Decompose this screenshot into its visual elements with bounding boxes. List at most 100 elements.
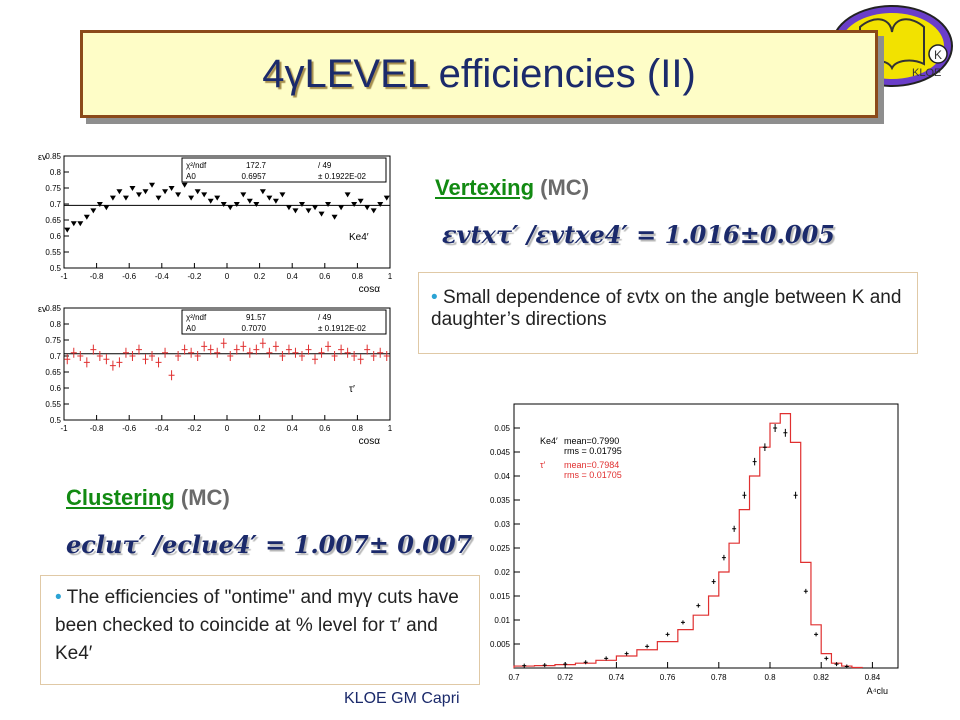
ke4-plot-stats-box [181, 157, 387, 183]
tau-plot-ytick-label: 0.6 [50, 384, 62, 393]
ke4-plot-data-point [64, 227, 71, 233]
hist-data-point [814, 632, 819, 637]
hist-ytick-label: 0.01 [494, 616, 510, 625]
ke4-plot-data-point [383, 195, 390, 201]
tau-plot-xtick-label: -1 [60, 424, 68, 433]
tau-plot-stats-error: ± 0.1912E-02 [318, 324, 367, 333]
tau-plot-data-point [135, 344, 142, 355]
hist-frame [513, 403, 899, 669]
ke4-plot-ylabel: εv [38, 152, 47, 162]
ke4-plot-data-point [272, 198, 279, 204]
hist-legend-name: τ′ [540, 460, 546, 470]
ke4-plot-ytick-label: 0.75 [45, 184, 61, 193]
tau-plot-stats-value: 0.7070 [242, 324, 267, 333]
tau-plot-stats-error: / 49 [318, 313, 332, 322]
hist-xtick-label: 0.7 [508, 673, 520, 682]
hist-xtick-label: 0.8 [764, 673, 776, 682]
hist-data-point [793, 491, 798, 499]
tau-plot-stats-name: A0 [186, 324, 196, 333]
ke4-plot-data-point [364, 205, 371, 211]
tau-plot-xtick-label: 0.8 [352, 424, 364, 433]
ke4-plot-xtick-label: -0.4 [155, 272, 169, 281]
tau-plot-ytick-label: 0.5 [50, 416, 62, 425]
scatter-plot-tau: εv cosα 0.5 0.55 0.6 0.65 0.7 0.75 0.8 0.85 -1 -0.8… [34, 300, 400, 448]
tau-plot-data-point [168, 370, 175, 381]
ke4-plot-series-label: Ke4′ [349, 232, 369, 243]
ke4-plot-data-point [214, 195, 221, 201]
tau-plot-ylabel: εv [38, 304, 47, 314]
ke4-plot-data-point [201, 192, 208, 198]
ke4-plot-stats-error: ± 0.1922E-02 [318, 172, 367, 181]
ke4-plot-data-point [181, 182, 188, 188]
tau-plot-ytick-label: 0.8 [50, 320, 62, 329]
tau-plot-data-point [364, 344, 371, 355]
tau-plot-data-point [240, 341, 247, 352]
hist-legend-name: Ke4′ [540, 436, 558, 446]
tau-plot-data-point [338, 344, 345, 355]
tau-plot-xtick-label: -0.8 [90, 424, 104, 433]
ke4-plot-data-point [194, 189, 201, 195]
tau-plot-data-point [103, 354, 110, 365]
clustering-title: Clustering [66, 485, 175, 510]
hist-data-point [824, 656, 829, 661]
hist-ytick-label: 0.035 [490, 496, 511, 505]
ke4-plot-stats-value: 0.6957 [242, 172, 267, 181]
hist-data-point [522, 663, 527, 668]
hist-xtick-label: 0.82 [813, 673, 829, 682]
tau-plot-data-point [214, 347, 221, 358]
tau-plot-data-point [272, 341, 279, 352]
hist-xlabel: A⁴clu [867, 686, 888, 696]
hist-xtick-label: 0.84 [865, 673, 881, 682]
tau-plot-data-point [357, 354, 364, 365]
tau-plot-data-point [142, 354, 149, 365]
hist-data-point [742, 491, 747, 499]
tau-plot-data-point [194, 351, 201, 361]
hist-data-point [721, 554, 726, 561]
ke4-plot-xtick-label: 0.6 [319, 272, 331, 281]
tau-plot-data-point [96, 351, 103, 361]
tau-plot-data-point [266, 347, 273, 358]
ke4-plot-ytick-label: 0.8 [50, 168, 62, 177]
hist-data-point [563, 662, 568, 667]
hist-series-tau-step [513, 413, 863, 669]
ke4-plot-data-point [285, 205, 292, 211]
tau-plot-stats-box [181, 309, 387, 335]
clustering-mc: (MC) [174, 485, 230, 510]
title-box: 4γLEVEL efficiencies (II) [80, 30, 878, 118]
ke4-plot-xtick-label: 1 [388, 272, 393, 281]
tau-plot-data-point [122, 347, 129, 358]
tau-plot-data-point [90, 344, 97, 355]
tau-plot-xtick-label: 1 [388, 424, 393, 433]
ke4-plot-stats-name: A0 [186, 172, 196, 181]
hist-data-point [696, 603, 701, 608]
tau-plot-data-point [292, 347, 299, 358]
vertexing-formula: εvtxτ′ /εvtxe4′ = 1.016±0.005 [442, 220, 835, 249]
tau-plot-xtick-label: -0.2 [188, 424, 202, 433]
ke4-plot-data-point [129, 186, 136, 191]
ke4-plot-data-point [279, 192, 286, 198]
vertexing-title: Vertexing [435, 175, 535, 200]
tau-plot-data-point [175, 351, 182, 361]
tau-plot-data-point [109, 360, 116, 371]
scatter-plot-ke4-svg: εv cosα 0.5 0.55 0.6 0.65 0.7 0.75 0.8 0.85 -1 -0.8… [38, 152, 393, 295]
hist-ytick-label: 0.005 [490, 640, 511, 649]
title-rest: efficiencies (II) [427, 51, 696, 96]
ke4-plot-data-point [338, 205, 345, 211]
tau-plot-data-point [253, 344, 260, 355]
tau-plot-data-point [233, 344, 240, 355]
ke4-plot-data-point [175, 192, 182, 198]
ke4-plot-data-point [149, 182, 156, 188]
tau-plot-data-point [162, 347, 169, 358]
hist-data-point [803, 588, 808, 594]
tau-plot-data-point [220, 338, 227, 349]
ke4-plot-data-point [220, 202, 227, 207]
tau-plot-data-point [298, 351, 305, 361]
histogram-a4clu: 0.005 0.01 0.015 0.02 0.025 0.03 0.035 0.04 0.04… [478, 400, 908, 710]
page-title: 4γLEVEL efficiencies (II) [262, 52, 696, 97]
hist-data-point [711, 579, 716, 585]
hist-ytick-label: 0.05 [494, 424, 510, 433]
hist-data-point [732, 525, 737, 532]
hist-legend-rms: rms = 0.01795 [564, 446, 622, 456]
footer-text: KLOE GM Capri [344, 690, 460, 707]
tau-plot-xtick-label: -0.4 [155, 424, 169, 433]
